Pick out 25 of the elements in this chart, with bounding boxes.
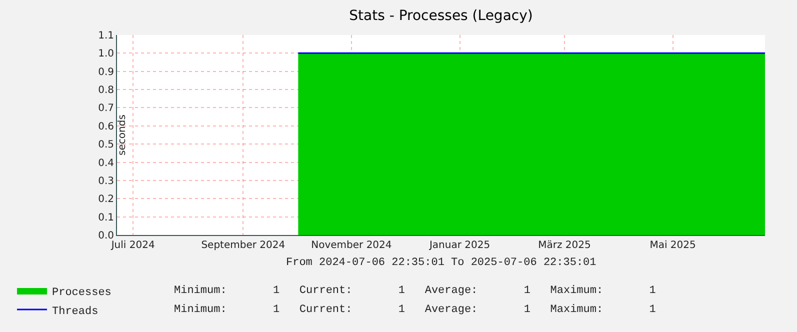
text: Minimum: 1 Current: 1 Average: 1 Maximum: 1 <box>174 304 656 316</box>
y-tick-label: 0.3 <box>98 176 114 187</box>
x-tick-label: November 2024 <box>311 240 392 251</box>
legend-label: Processes <box>52 286 112 299</box>
legend-label: Threads <box>52 306 98 318</box>
y-tick-label: 0.0 <box>98 230 114 242</box>
chart-title: Stats - Processes (Legacy) <box>349 8 533 24</box>
y-tick-label: 0.5 <box>98 140 114 151</box>
text: Minimum: 1 Current: 1 Average: 1 Maximum: 1 <box>174 285 656 297</box>
x-tick-label: Juli 2024 <box>110 240 155 251</box>
y-tick-label: 0.4 <box>98 158 114 169</box>
y-tick-label: 1.1 <box>98 30 114 42</box>
y-tick-label: 0.8 <box>98 85 114 96</box>
y-tick-label: 0.6 <box>98 121 114 132</box>
y-tick-label: 1.0 <box>98 48 114 60</box>
x-tick-label: März 2025 <box>538 240 591 251</box>
y-tick-label: 0.2 <box>98 194 114 206</box>
y-tick-label: 0.9 <box>98 66 114 78</box>
x-tick-label: Mai 2025 <box>650 240 696 251</box>
x-tick-label: Januar 2025 <box>428 240 490 251</box>
y-tick-label: 0.7 <box>98 103 114 114</box>
text: From 2024-07-06 22:35:01 To 2025-07-06 22:35:01 <box>286 257 597 269</box>
y-tick-label: 0.1 <box>98 212 114 224</box>
x-tick-label: September 2024 <box>201 240 286 251</box>
y-axis-title: seconds <box>117 114 128 156</box>
